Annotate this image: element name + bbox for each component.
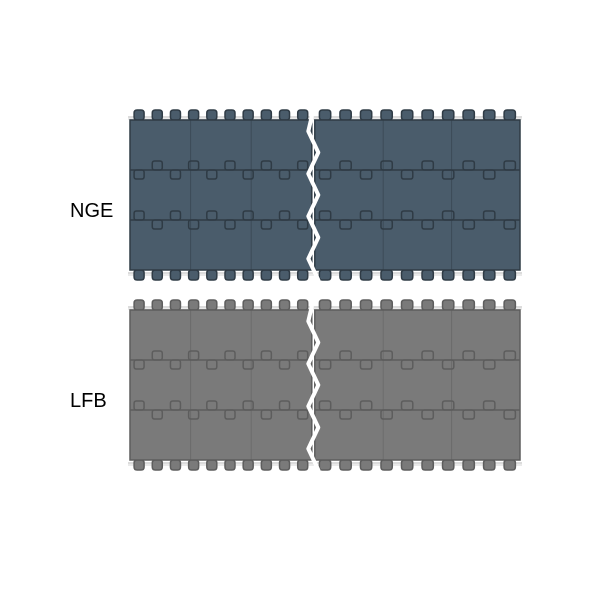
belt-lfb [126, 296, 524, 474]
belt-lfb-label: LFB [70, 390, 107, 413]
diagram-canvas: NGE LFB [0, 0, 600, 600]
belt-nge [126, 106, 524, 284]
belt-nge-label: NGE [70, 200, 113, 223]
